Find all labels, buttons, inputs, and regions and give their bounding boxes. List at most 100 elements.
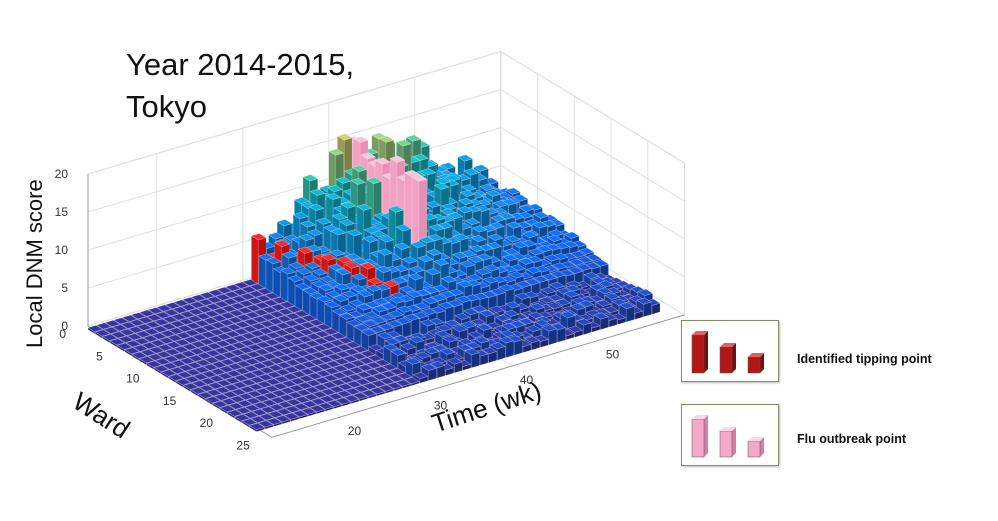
bar-top	[163, 309, 180, 317]
legend-bar-front	[747, 356, 761, 374]
bar-top	[418, 236, 435, 244]
bar-top	[230, 342, 247, 350]
bar-top	[518, 204, 535, 212]
bar-top	[522, 231, 539, 239]
bar-top	[490, 214, 507, 222]
bar-top	[405, 134, 422, 142]
bar-top	[434, 177, 451, 185]
bar-top	[428, 224, 445, 232]
bar-top	[129, 319, 146, 327]
bar-top	[235, 314, 252, 322]
bar-top	[331, 213, 348, 221]
bar-top	[152, 325, 169, 333]
bar-top	[458, 198, 475, 205]
z-tick-label: 0	[61, 319, 68, 333]
bar-top	[133, 337, 150, 345]
bar-top	[288, 261, 305, 269]
bar-top	[276, 315, 293, 323]
bar-side	[265, 259, 274, 295]
bar-front	[471, 352, 480, 369]
bar-top	[141, 342, 158, 350]
bar-top	[340, 201, 357, 209]
bar-top	[283, 319, 300, 327]
bar-top	[299, 321, 316, 329]
bar-top	[190, 294, 207, 302]
bar-top	[506, 221, 523, 229]
bar-top	[109, 338, 126, 346]
bar-top	[307, 229, 324, 237]
y-tick-label: 25	[236, 438, 250, 452]
bar-top	[233, 281, 250, 289]
bar-top	[372, 223, 389, 231]
bar-top	[492, 200, 509, 208]
bar-top	[261, 306, 278, 314]
bar-top	[204, 310, 220, 318]
bar-top	[239, 339, 256, 347]
bar-top	[242, 279, 259, 287]
bar-front	[514, 339, 523, 356]
y-tick-label: 0	[59, 327, 66, 341]
bar-top	[319, 275, 336, 283]
bar-top	[280, 267, 297, 275]
y-tick-label: 5	[96, 349, 103, 363]
bar-top	[226, 323, 243, 331]
bar-top	[189, 301, 206, 309]
bar-top	[212, 307, 229, 315]
bar-top	[304, 261, 321, 269]
bar-top	[197, 345, 214, 353]
bar-top	[179, 357, 196, 365]
bar-top	[266, 324, 283, 332]
bar-top	[194, 319, 211, 327]
bar-top	[441, 203, 458, 211]
bar-top	[121, 314, 138, 322]
bar-top	[377, 248, 394, 256]
bar-top	[200, 331, 217, 339]
bar-top	[297, 246, 314, 254]
legend-bar-front	[691, 334, 705, 374]
bar-top	[547, 229, 564, 237]
bar-top	[296, 267, 313, 275]
x-tick-label: 20	[348, 424, 362, 438]
bar-top	[470, 235, 487, 242]
bar-top	[282, 326, 299, 334]
bar-top	[223, 337, 240, 345]
bar-top	[309, 188, 326, 196]
bar-top	[433, 182, 450, 190]
bar-top	[343, 261, 360, 269]
bar-top	[498, 212, 515, 220]
bar-top	[135, 330, 152, 338]
bar-top	[378, 135, 395, 143]
bar-top	[216, 286, 233, 294]
bar-top	[245, 304, 262, 312]
bar-top	[213, 347, 230, 355]
bar-top	[356, 203, 373, 211]
bar-top	[190, 340, 207, 348]
bar-top	[195, 312, 212, 320]
bar-top	[120, 321, 137, 329]
bar-top	[149, 339, 166, 347]
bar-top	[156, 304, 173, 312]
bar-top	[411, 174, 428, 182]
bar-top	[206, 296, 223, 304]
bar-top	[457, 206, 473, 214]
bar-top	[137, 316, 154, 324]
z-tick-label: 20	[55, 167, 69, 181]
bar-top	[215, 293, 232, 301]
bar-top	[316, 295, 333, 303]
bar-top	[359, 262, 376, 270]
bar-top	[153, 365, 170, 373]
bar-top	[147, 353, 164, 361]
bar-top	[285, 312, 301, 320]
bar-top	[197, 298, 214, 306]
bar-top	[222, 344, 239, 352]
bar-top	[140, 349, 157, 357]
bar-top	[170, 313, 187, 321]
bar-top	[138, 309, 155, 317]
bar-top	[238, 300, 255, 308]
bar-top	[350, 177, 367, 185]
bar-top	[463, 168, 480, 176]
bar-top	[302, 174, 319, 182]
bar-top	[213, 300, 230, 308]
bar-top	[336, 133, 353, 141]
bar-top	[303, 274, 320, 282]
